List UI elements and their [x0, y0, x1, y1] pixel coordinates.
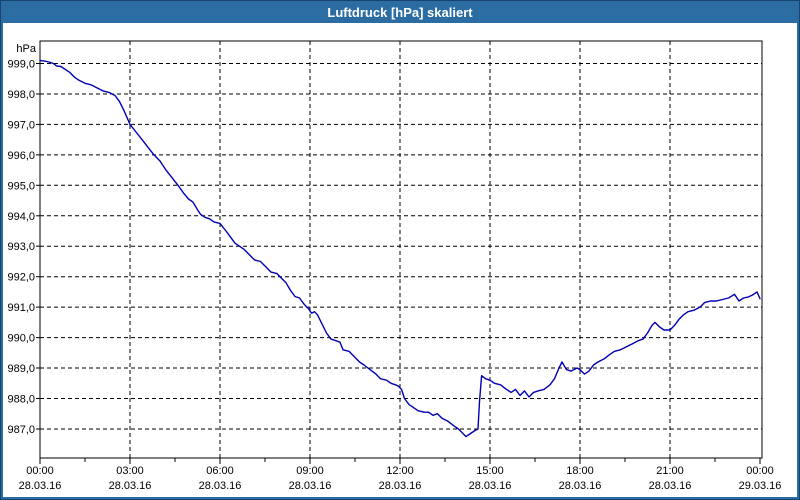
x-tick-date-label: 28.03.16: [649, 480, 692, 492]
x-tick-date-label: 28.03.16: [199, 480, 242, 492]
y-tick-label: 989,0: [7, 363, 35, 375]
y-tick-label: 991,0: [7, 302, 35, 314]
y-tick-label: 994,0: [7, 211, 35, 223]
y-tick-label: 999,0: [7, 59, 35, 71]
y-tick-label: 988,0: [7, 394, 35, 406]
x-tick-time-label: 18:00: [566, 465, 594, 477]
x-tick-date-label: 28.03.16: [469, 480, 512, 492]
y-tick-label: 990,0: [7, 333, 35, 345]
plot-border: [39, 40, 763, 459]
x-tick-date-label: 28.03.16: [289, 480, 332, 492]
x-tick-date-label: 28.03.16: [559, 480, 602, 492]
x-tick-time-label: 15:00: [476, 465, 504, 477]
x-tick-time-label: 12:00: [386, 465, 414, 477]
y-tick-label: 987,0: [7, 424, 35, 436]
x-tick-time-label: 00:00: [26, 465, 54, 477]
x-tick-time-label: 03:00: [116, 465, 144, 477]
x-tick-date-label: 29.03.16: [739, 480, 782, 492]
window-title: Luftdruck [hPa] skaliert: [327, 5, 473, 20]
pressure-chart: 999,0 998,0 997,0 996,0 995,0 994,0 993,0 992,0…: [7, 40, 782, 492]
y-tick-label: 996,0: [7, 150, 35, 162]
y-tick-label: 998,0: [7, 89, 35, 101]
chart-panel: 999,0 998,0 997,0 996,0 995,0 994,0 993,0 992,0…: [3, 23, 797, 497]
x-tick-date-label: 28.03.16: [109, 480, 152, 492]
x-tick-time-label: 21:00: [656, 465, 684, 477]
y-tick-label: 995,0: [7, 180, 35, 192]
x-tick-time-label: 00:00: [746, 465, 774, 477]
series-line: [39, 59, 761, 438]
window-titlebar[interactable]: Luftdruck [hPa] skaliert: [3, 3, 797, 23]
x-tick-time-label: 06:00: [206, 465, 234, 477]
y-tick-label: 993,0: [7, 241, 35, 253]
x-tick-date-label: 28.03.16: [379, 480, 422, 492]
x-tick-date-label: 28.03.16: [19, 480, 62, 492]
y-tick-label: 997,0: [7, 119, 35, 131]
axis-unit-label: hPa: [16, 43, 36, 55]
y-tick-label: 992,0: [7, 272, 35, 284]
x-tick-time-label: 09:00: [296, 465, 324, 477]
